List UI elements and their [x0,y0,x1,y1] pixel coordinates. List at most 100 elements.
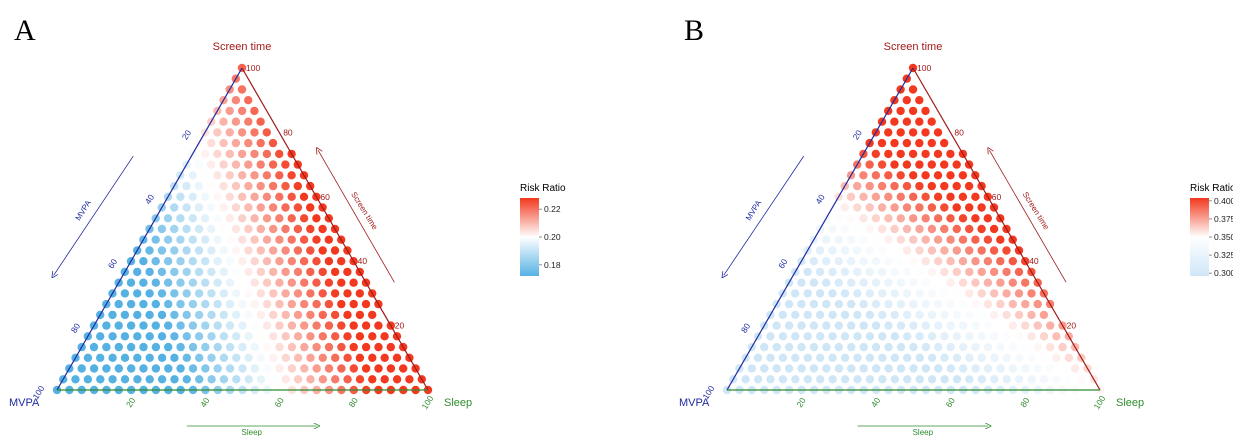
risk-ratio-point [275,257,284,266]
risk-ratio-point [120,310,130,320]
risk-ratio-point [231,160,241,169]
risk-ratio-point [281,267,290,277]
corner-label-sleep: Sleep [444,397,472,409]
legend-tick-label: 0.375 [1214,214,1233,224]
risk-ratio-point [878,375,887,384]
risk-ratio-point [1039,353,1049,362]
corner-label-screen-time: Screen time [884,41,943,53]
risk-ratio-point [306,289,315,298]
risk-ratio-point [213,171,222,180]
risk-ratio-point [753,353,763,362]
risk-ratio-point [784,299,794,309]
risk-ratio-point [896,214,905,223]
risk-ratio-point [312,278,321,287]
risk-ratio-point [927,246,937,255]
risk-ratio-point [164,299,173,309]
risk-ratio-point [803,267,812,277]
risk-ratio-point [237,128,247,137]
risk-ratio-point [300,278,309,287]
risk-ratio-point [884,149,893,159]
risk-ratio-point [940,353,949,362]
risk-ratio-point [828,224,837,234]
risk-ratio-point [96,375,105,384]
risk-ratio-point [884,128,893,137]
risk-ratio-point [989,267,999,277]
risk-ratio-point [268,181,278,191]
risk-ratio-point [990,332,999,341]
risk-ratio-point [219,332,229,341]
risk-ratio-point [293,246,303,255]
risk-ratio-point [83,353,93,362]
risk-ratio-point [331,375,340,384]
risk-ratio-point [983,257,993,266]
legend-tick-label: 0.18 [544,260,561,270]
risk-ratio-point [133,289,142,298]
risk-ratio-point [778,310,787,320]
risk-ratio-point [940,246,949,255]
corner-label-screen-time: Screen time [213,41,272,53]
risk-ratio-point [151,278,160,287]
tick-label: 100 [30,384,46,402]
risk-ratio-point [896,235,905,244]
risk-ratio-point [915,267,924,277]
risk-ratio-point [977,267,986,277]
risk-ratio-point [256,138,265,148]
risk-ratio-point [903,332,912,341]
risk-ratio-point [896,278,906,287]
risk-ratio-point [225,149,234,159]
risk-ratio-point [946,171,955,180]
risk-ratio-point [903,375,912,384]
risk-ratio-point [312,342,321,352]
risk-ratio-point [145,246,154,255]
risk-ratio-point [330,246,340,255]
screen-time-arrow [989,150,1067,283]
risk-ratio-point [337,342,346,352]
risk-ratio-point [834,364,844,373]
risk-ratio-point [996,278,1005,287]
risk-ratio-point [871,214,881,223]
risk-ratio-point [965,375,974,384]
risk-ratio-point [330,267,340,277]
risk-ratio-point [859,278,868,287]
risk-ratio-point [1027,289,1036,298]
mvpa-arrow-label: MVPA [744,198,764,222]
risk-ratio-point [157,267,167,277]
ternary-panel-a: A Screen time MVPA Sleep 20 40 60 80 100… [9,14,566,436]
risk-ratio-point [343,267,352,277]
risk-ratio-point [250,235,259,244]
risk-ratio-point [170,246,179,255]
screen-time-arrow-label: Screen time [349,190,380,231]
risk-ratio-point [890,203,899,212]
risk-ratio-point [760,364,769,373]
risk-ratio-point [946,235,955,244]
risk-ratio-point [915,246,924,255]
risk-ratio-point [940,160,949,169]
risk-ratio-point [213,278,222,287]
color-legend: Risk Ratio 0.18 0.20 0.22 [520,183,566,276]
risk-ratio-point [275,364,284,373]
tick-label: 80 [1018,396,1032,410]
risk-ratio-point [225,106,234,116]
risk-ratio-point [231,267,241,277]
risk-ratio-point [815,310,825,320]
risk-ratio-point [330,289,340,298]
legend-tick-label: 0.400 [1214,196,1233,206]
risk-ratio-point [287,235,296,244]
risk-ratio-point [977,375,987,384]
risk-ratio-point [865,203,874,212]
risk-ratio-point [921,235,930,244]
risk-ratio-point [927,267,937,277]
risk-ratio-point [983,342,993,352]
risk-ratio-point [797,278,806,287]
risk-ratio-point [846,235,856,244]
risk-ratio-point [946,257,955,266]
risk-ratio-point [268,203,278,212]
risk-ratio-point [909,299,918,309]
risk-ratio-point [965,289,974,298]
risk-ratio-point [1014,353,1024,362]
risk-ratio-point [324,257,334,266]
risk-ratio-point [927,203,937,212]
risk-ratio-point [1021,342,1030,352]
risk-ratio-point [269,289,278,298]
risk-ratio-point [343,375,352,384]
